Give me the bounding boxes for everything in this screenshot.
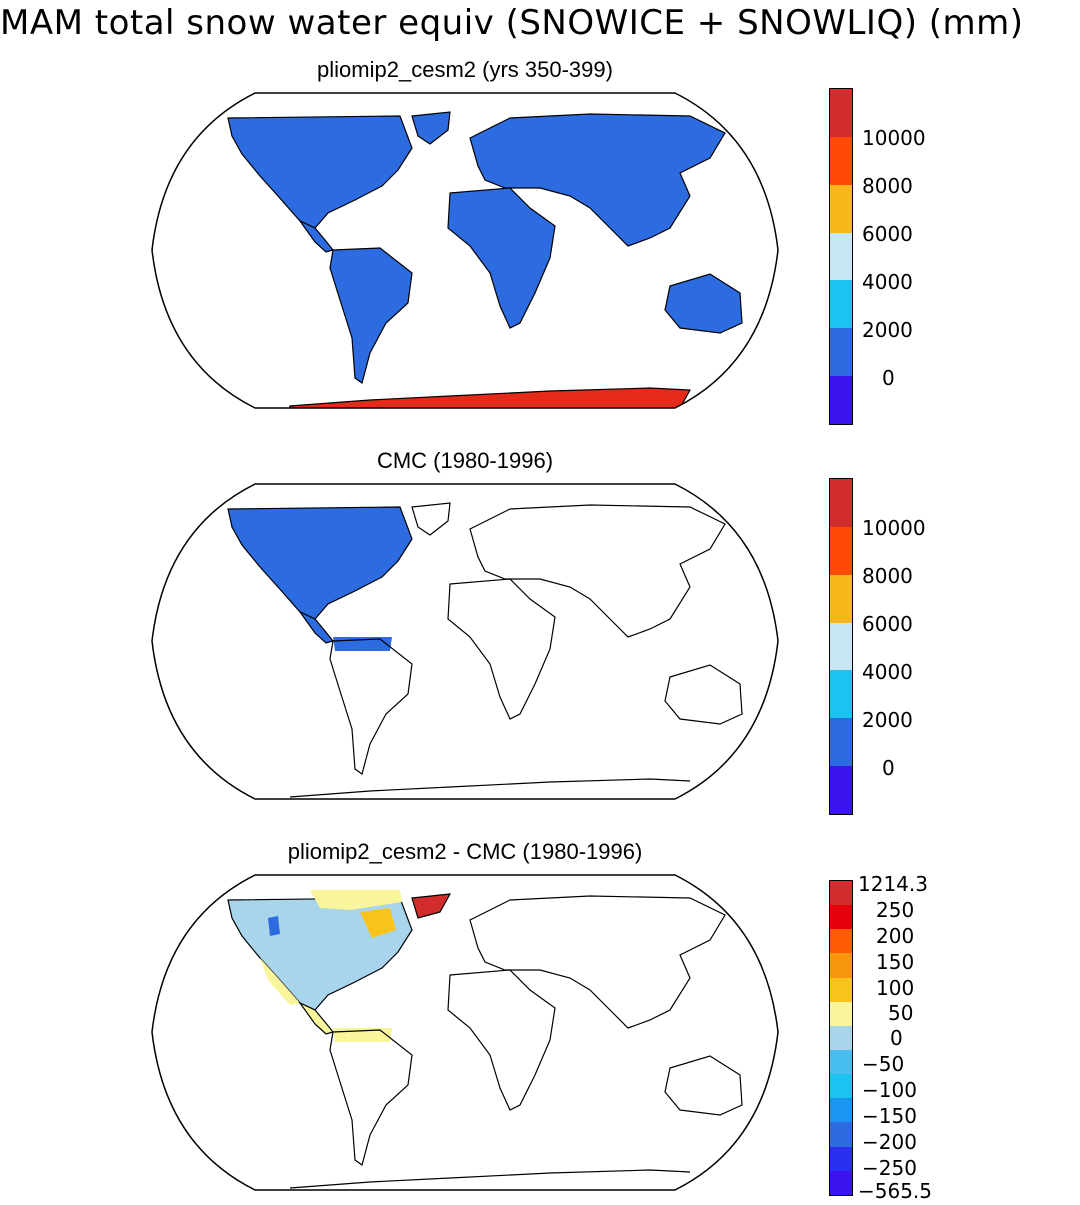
colorbar-swatch	[830, 1074, 852, 1099]
colorbar-swatch	[830, 718, 852, 767]
colorbar-swatch	[830, 328, 852, 377]
panel-3-tick-0: 0	[890, 1026, 903, 1050]
south-america-north-strip	[333, 1028, 392, 1042]
colorbar-swatch	[830, 1001, 852, 1026]
panel-3-map	[151, 874, 779, 1191]
panel-2-map-border	[151, 483, 779, 800]
greenland	[411, 893, 452, 919]
panel-3-tick-200: 200	[876, 924, 915, 948]
panel-1-tick-4000: 4000	[862, 270, 913, 294]
panel-1-map-border	[151, 92, 779, 409]
eurasia	[469, 895, 726, 1029]
antarctica	[289, 1169, 691, 1189]
panel-2-tick-10000: 10000	[862, 516, 926, 540]
panel-3-title: pliomip2_cesm2 - CMC (1980-1996)	[287, 839, 643, 864]
colorbar-swatch	[830, 670, 852, 719]
panel-3-tick-neg250: −250	[862, 1156, 917, 1180]
panel-2-map	[151, 483, 779, 800]
colorbar-swatch	[830, 905, 852, 930]
panel-3-tick-neg200: −200	[862, 1130, 917, 1154]
panel-2-tick-0: 0	[882, 756, 895, 780]
colorbar-swatch	[830, 89, 852, 137]
africa	[447, 187, 556, 329]
panel-1-tick-0: 0	[882, 366, 895, 390]
colorbar-swatch	[830, 376, 852, 424]
panel-3-tick-neg100: −100	[862, 1078, 917, 1102]
panel-1-title: pliomip2_cesm2 (yrs 350-399)	[317, 57, 613, 82]
panel-3-tick-150: 150	[876, 950, 915, 974]
colorbar-swatch	[830, 622, 852, 671]
south-america-north-strip	[333, 637, 392, 651]
panel-3-land	[227, 890, 743, 1189]
panel-3-tick-neg150: −150	[862, 1104, 917, 1128]
north-america	[227, 115, 413, 229]
south-america	[329, 1029, 413, 1166]
panel-2-tick-8000: 8000	[862, 564, 913, 588]
panel-3-tick-min: −565.5	[858, 1179, 933, 1203]
panel-1-colorbar	[829, 88, 853, 425]
colorbar-swatch	[830, 766, 852, 814]
antarctica	[284, 387, 691, 408]
panel-1-tick-2000: 2000	[862, 318, 913, 342]
north-america	[227, 506, 413, 620]
panel-2-title: CMC (1980-1996)	[376, 448, 554, 473]
colorbar-swatch	[830, 1098, 852, 1123]
north-america-west-positive	[260, 958, 300, 1005]
panel-1-tick-6000: 6000	[862, 222, 913, 246]
australia	[664, 664, 743, 725]
south-america	[329, 638, 413, 775]
colorbar-swatch	[830, 929, 852, 954]
panel-3-tick-max: 1214.3	[858, 872, 928, 896]
panel-1-land	[227, 111, 743, 408]
south-america	[329, 247, 413, 384]
north-america-orange-patch	[360, 908, 396, 938]
colorbar-swatch	[830, 1025, 852, 1050]
colorbar-swatch	[830, 1122, 852, 1147]
colorbar-swatch	[830, 1170, 852, 1195]
eurasia	[469, 504, 726, 638]
australia	[664, 273, 743, 334]
panel-3-tick-50: 50	[888, 1001, 914, 1025]
panel-3-colorbar	[829, 880, 853, 1196]
panel-3-tick-100: 100	[876, 976, 915, 1000]
colorbar-swatch	[830, 1146, 852, 1171]
greenland	[411, 502, 451, 536]
panel-2-tick-6000: 6000	[862, 612, 913, 636]
colorbar-swatch	[830, 184, 852, 233]
colorbar-swatch	[830, 136, 852, 185]
figure-title: MAM total snow water equiv (SNOWICE + SN…	[0, 3, 1024, 43]
colorbar-swatch	[830, 574, 852, 623]
panel-2-tick-4000: 4000	[862, 660, 913, 684]
africa	[447, 578, 556, 720]
panel-3-map-border	[151, 874, 779, 1191]
colorbar-swatch	[830, 479, 852, 527]
panel-2-land	[227, 502, 743, 798]
australia	[664, 1055, 743, 1116]
greenland	[411, 111, 451, 145]
colorbar-swatch	[830, 953, 852, 978]
africa	[447, 969, 556, 1111]
panel-3-tick-neg50: −50	[862, 1052, 905, 1076]
colorbar-swatch	[830, 232, 852, 281]
panel-1-map	[151, 92, 779, 409]
panel-1-tick-10000: 10000	[862, 126, 926, 150]
panel-3-tick-250: 250	[876, 898, 915, 922]
north-america-deep-patch	[268, 916, 280, 936]
colorbar-swatch	[830, 1049, 852, 1075]
north-america-positive-patch	[310, 890, 402, 910]
colorbar-swatch	[830, 526, 852, 575]
panel-2-colorbar	[829, 478, 853, 815]
panel-1-tick-8000: 8000	[862, 174, 913, 198]
colorbar-swatch	[830, 280, 852, 329]
antarctica	[289, 778, 691, 798]
colorbar-swatch	[830, 977, 852, 1002]
panel-2-tick-2000: 2000	[862, 708, 913, 732]
colorbar-swatch	[830, 881, 852, 906]
